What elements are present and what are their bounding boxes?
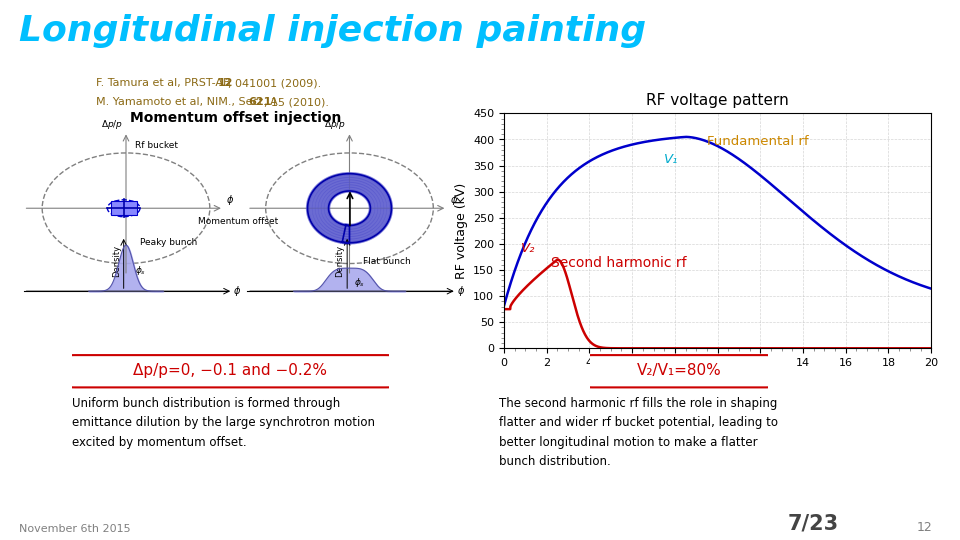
Text: $\phi_s$: $\phi_s$: [135, 264, 147, 276]
Text: Momentum offset injection: Momentum offset injection: [130, 111, 341, 125]
FancyBboxPatch shape: [62, 355, 398, 387]
X-axis label: Time (ms): Time (ms): [683, 374, 753, 388]
Text: Δp/p=0, −0.1 and −0.2%: Δp/p=0, −0.1 and −0.2%: [133, 363, 327, 378]
Text: 12: 12: [917, 521, 932, 534]
Text: 12: 12: [218, 78, 233, 89]
Text: 621: 621: [249, 97, 272, 107]
Text: Flat bunch: Flat bunch: [364, 256, 411, 266]
Text: Uniform bunch distribution is formed through
emittance dilution by the large syn: Uniform bunch distribution is formed thr…: [72, 397, 375, 449]
Text: $\phi_s$: $\phi_s$: [354, 276, 365, 289]
Text: Second harmonic rf: Second harmonic rf: [551, 256, 686, 271]
FancyBboxPatch shape: [585, 355, 774, 387]
Bar: [110, 201, 136, 215]
Text: The second harmonic rf fills the role in shaping
flatter and wider rf bucket pot: The second harmonic rf fills the role in…: [499, 397, 779, 468]
Title: RF voltage pattern: RF voltage pattern: [646, 93, 789, 108]
Text: Fundamental rf: Fundamental rf: [707, 134, 808, 148]
Polygon shape: [307, 174, 392, 243]
Y-axis label: RF voltage (kV): RF voltage (kV): [455, 183, 468, 279]
Text: $\Delta p/p$: $\Delta p/p$: [324, 118, 347, 131]
Text: Rf bucket: Rf bucket: [135, 141, 179, 150]
Text: F. Tamura et al, PRST-AB: F. Tamura et al, PRST-AB: [96, 78, 234, 89]
Text: 7/23: 7/23: [787, 514, 838, 534]
Text: V₁: V₁: [664, 153, 679, 166]
Text: , 15 (2010).: , 15 (2010).: [264, 97, 329, 107]
Text: $\Delta p/p$: $\Delta p/p$: [101, 118, 123, 131]
Text: V₂: V₂: [521, 242, 536, 255]
Text: , 041001 (2009).: , 041001 (2009).: [228, 78, 322, 89]
Text: Density: Density: [336, 245, 345, 276]
Text: November 6th 2015: November 6th 2015: [19, 523, 131, 534]
Text: Peaky bunch: Peaky bunch: [140, 238, 197, 247]
Text: $\phi$: $\phi$: [457, 284, 465, 298]
Text: Momentum offset: Momentum offset: [198, 217, 277, 226]
Text: M. Yamamoto et al, NIM., Sect. A: M. Yamamoto et al, NIM., Sect. A: [96, 97, 281, 107]
Text: $\phi$: $\phi$: [449, 193, 458, 207]
Text: Longitudinal injection painting: Longitudinal injection painting: [19, 14, 646, 48]
Text: $\phi$: $\phi$: [233, 284, 241, 298]
Text: V₂/V₁=80%: V₂/V₁=80%: [636, 363, 722, 378]
Text: $\phi$: $\phi$: [227, 193, 234, 207]
Text: Density: Density: [112, 245, 121, 276]
